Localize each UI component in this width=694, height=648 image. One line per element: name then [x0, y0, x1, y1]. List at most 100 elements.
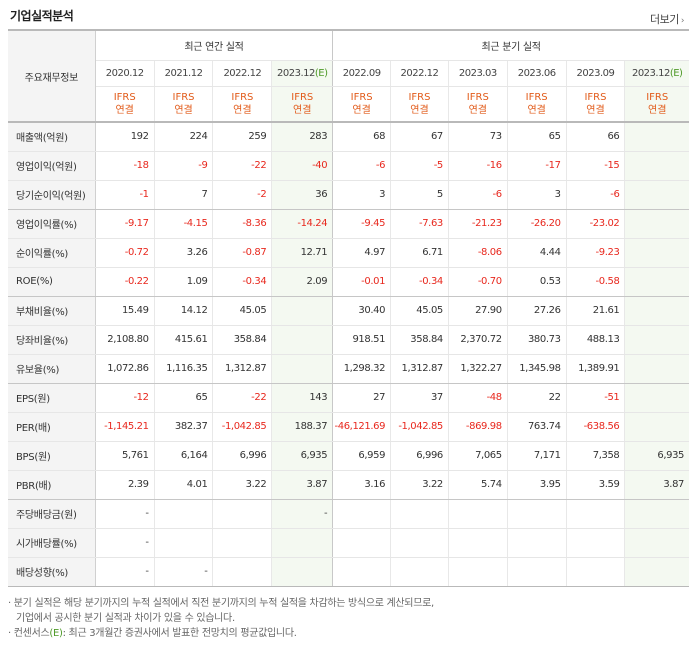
table-cell [390, 528, 449, 558]
accounting-standard: IFRS 연결 [624, 86, 689, 123]
table-cell: -17 [506, 151, 567, 181]
table-cell [506, 528, 567, 558]
table-cell: 6.71 [390, 238, 449, 268]
table-cell [447, 557, 508, 587]
footnote-2-text: 기업에서 공시한 분기 실적과 차이가 있을 수 있습니다. [16, 613, 235, 624]
footnotes: · 분기 실적은 해당 분기까지의 누적 실적에서 직전 분기까지의 누적 실적… [8, 596, 434, 641]
table-cell [624, 180, 689, 210]
table-cell: - [94, 557, 155, 587]
table-cell [153, 499, 213, 529]
table-cell: 1.09 [153, 267, 213, 297]
table-cell: 3 [506, 180, 567, 210]
table-cell [332, 499, 391, 529]
row-label: PER(배) [8, 412, 96, 442]
period-label: 2022.09 [342, 67, 381, 79]
row-label: 영업이익(억원) [8, 151, 96, 181]
table-row: PER(배) -1,145.21 382.37 -1,042.85 188.37 -46,… [8, 412, 689, 442]
table-cell [390, 499, 449, 529]
period-label: 2020.12 [105, 67, 144, 79]
table-row: 당좌비율(%) 2,108.80 415.61 358.84 918.51 358.84 2… [8, 325, 689, 355]
table-cell: 3.87 [271, 470, 333, 500]
ifrs-label: IFRS [350, 91, 373, 103]
table-cell: 6,996 [212, 441, 272, 471]
ifrs-label: IFRS [466, 91, 489, 103]
section-title: 기업실적분석 [10, 9, 74, 23]
row-label: 순이익률(%) [8, 238, 96, 268]
accounting-standard: IFRS 연결 [447, 86, 508, 123]
period-header: 2021.12 [153, 60, 213, 87]
accounting-standard: IFRS 연결 [390, 86, 449, 123]
period-header: 2022.12 [212, 60, 272, 87]
table-cell: 21.61 [565, 296, 625, 326]
table-cell: -48 [447, 383, 508, 413]
table-cell [332, 528, 391, 558]
table-row: BPS(원) 5,761 6,164 6,996 6,935 6,959 6,996 7,06… [8, 441, 689, 471]
table-cell [624, 354, 689, 384]
table-row: 시가배당률(%) - [8, 528, 689, 558]
consolidated-label: 연결 [233, 104, 252, 116]
table-cell: -15 [565, 151, 625, 181]
consolidated-label: 연결 [648, 104, 667, 116]
table-cell: -22 [212, 383, 272, 413]
row-label: 당좌비율(%) [8, 325, 96, 355]
table-cell [565, 557, 625, 587]
period-label: 2021.12 [164, 67, 203, 79]
ifrs-label: IFRS [113, 91, 136, 103]
table-row: 유보율(%) 1,072.86 1,116.35 1,312.87 1,298.32 1,… [8, 354, 689, 384]
table-cell: 3 [332, 180, 391, 210]
accounting-standard: IFRS 연결 [565, 86, 625, 123]
table-cell [271, 557, 333, 587]
row-label: 매출액(억원) [8, 121, 96, 152]
row-label: ROE(%) [8, 267, 96, 297]
table-cell: 192 [94, 121, 155, 152]
table-cell: 27 [332, 383, 391, 413]
table-cell: 1,298.32 [332, 354, 391, 384]
table-cell [624, 528, 689, 558]
table-cell: 27.26 [506, 296, 567, 326]
table-cell: -16 [447, 151, 508, 181]
table-cell: - [153, 557, 213, 587]
table-row: 배당성향(%) - - [8, 557, 689, 587]
consolidated-label: 연결 [410, 104, 429, 116]
table-cell [624, 383, 689, 413]
table-row: 주당배당금(원) - - [8, 499, 689, 529]
table-cell: 6,935 [624, 441, 689, 471]
table-cell [153, 528, 213, 558]
consolidated-label: 연결 [468, 104, 487, 116]
table-cell: 2.39 [94, 470, 155, 500]
table-cell [624, 209, 689, 239]
table-cell: 259 [212, 121, 272, 152]
ifrs-label: IFRS [291, 91, 314, 103]
table-cell: -7.63 [390, 209, 449, 239]
table-cell: 65 [153, 383, 213, 413]
table-cell: -40 [271, 151, 333, 181]
table-cell: 382.37 [153, 412, 213, 442]
financial-summary-table: 주요재무정보 최근 연간 실적 최근 분기 실적 2020.12 2021.12 2022… [8, 29, 689, 587]
table-cell: 4.44 [506, 238, 567, 268]
table-cell: 224 [153, 121, 213, 152]
table-cell [212, 557, 272, 587]
consolidated-label: 연결 [352, 104, 371, 116]
table-cell: 66 [565, 121, 625, 152]
footnote-consensus-label: 컨센서스 [13, 628, 50, 639]
table-cell: 6,935 [271, 441, 333, 471]
table-cell: 65 [506, 121, 567, 152]
accounting-standard: IFRS 연결 [153, 86, 213, 123]
more-link[interactable]: 더보기 › [650, 11, 685, 27]
table-cell: -0.58 [565, 267, 625, 297]
table-row: PBR(배) 2.39 4.01 3.22 3.87 3.16 3.22 5.74 3.95 3.… [8, 470, 689, 500]
table-cell: -2 [212, 180, 272, 210]
table-cell: 143 [271, 383, 333, 413]
table-cell: -51 [565, 383, 625, 413]
table-cell: 3.22 [212, 470, 272, 500]
row-label: 주당배당금(원) [8, 499, 96, 529]
table-cell: 4.01 [153, 470, 213, 500]
table-cell: -23.02 [565, 209, 625, 239]
table-cell: 5,761 [94, 441, 155, 471]
footnote-1: · 분기 실적은 해당 분기까지의 누적 실적에서 직전 분기까지의 누적 실적… [8, 598, 434, 609]
table-cell: -1 [94, 180, 155, 210]
table-cell: -1,042.85 [390, 412, 449, 442]
table-cell: 2.09 [271, 267, 333, 297]
period-header: 2020.12 [94, 60, 155, 87]
footnote-1-cont: 기업에서 공시한 분기 실적과 차이가 있을 수 있습니다. [8, 611, 434, 626]
